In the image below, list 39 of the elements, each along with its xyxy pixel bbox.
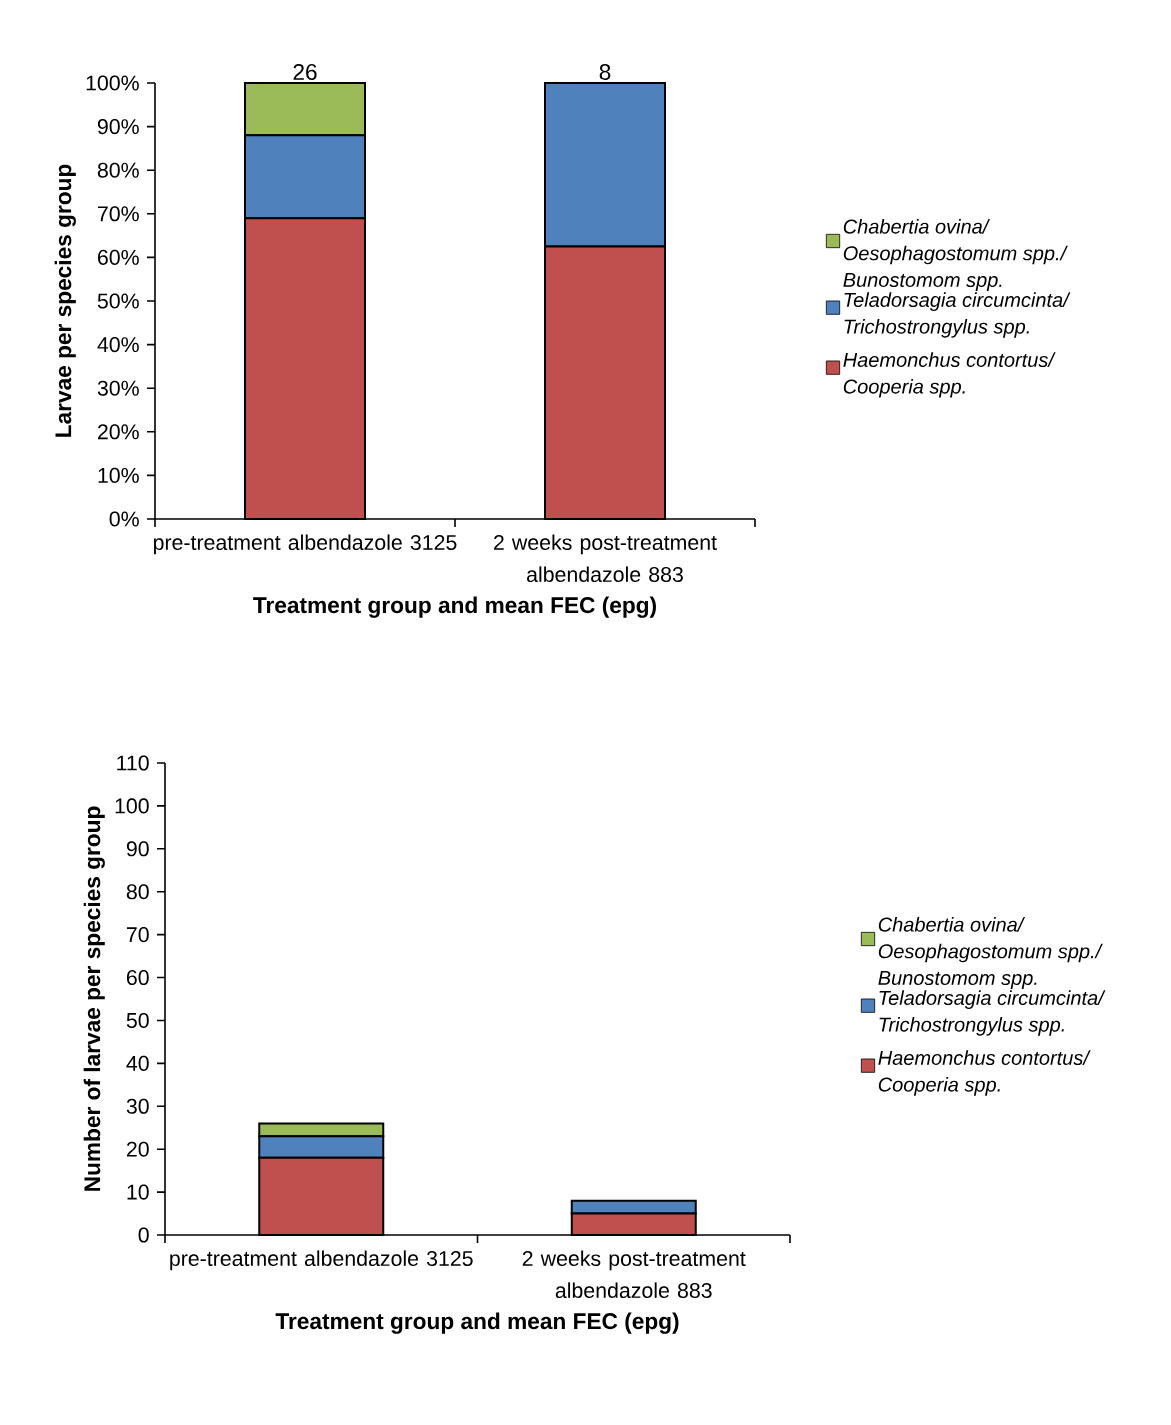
x-axis-title: Treatment group and mean FEC (epg)	[275, 1312, 679, 1334]
legend-label: Chabertia ovina/ Oesophagostomum spp./ Bunostomom spp.	[878, 917, 1103, 989]
legend-label: Haemonchus contortus/ Cooperia spp.	[878, 1050, 1091, 1096]
y-tick-label: 100	[115, 798, 149, 814]
y-tick-label: 40	[126, 1055, 149, 1071]
y-tick-label: 60%	[97, 249, 139, 265]
x-tick-label: pre-treatment albendazole 3125	[153, 534, 457, 555]
text: 26	[293, 64, 317, 81]
y-tick-label: 0	[138, 1227, 149, 1243]
y-tick-label: 80	[126, 884, 149, 900]
y-tick-label: 40%	[97, 337, 139, 353]
y-tick-label: 50%	[97, 293, 139, 309]
legend-label: Haemonchus contortus/ Cooperia spp.	[843, 352, 1056, 398]
y-tick-label: 10	[127, 1184, 149, 1200]
y-tick-label: 50	[126, 1012, 149, 1029]
y-tick-label: 100%	[86, 75, 139, 91]
y-tick-label: 70%	[97, 206, 139, 222]
y-tick-label: 90	[126, 841, 149, 857]
x-tick-label: 2 weeks post-treatment albendazole 883	[522, 1250, 746, 1299]
y-axis-title: Number of larvae per species group	[83, 806, 105, 1191]
text: 8	[599, 64, 611, 81]
x-tick-label: pre-treatment albendazole 3125	[170, 1250, 473, 1271]
y-tick-label: 10%	[98, 467, 139, 483]
y-tick-label: 60	[126, 970, 149, 986]
y-tick-label: 20%	[97, 424, 139, 440]
x-axis-title: Treatment group and mean FEC (epg)	[253, 596, 656, 618]
y-tick-label: 110	[117, 755, 149, 771]
y-tick-label: 30%	[97, 380, 139, 396]
y-tick-label: 90%	[97, 119, 139, 135]
y-tick-label: 70	[126, 927, 149, 943]
legend-label: Teladorsagia circumcinta/ Trichostrongylus spp.	[879, 990, 1106, 1036]
y-tick-label: 20	[126, 1141, 149, 1157]
y-tick-label: 30	[126, 1098, 149, 1114]
y-tick-label: 0%	[109, 511, 139, 527]
y-axis-title: Larvae per species group	[54, 164, 76, 437]
legend-label: Chabertia ovina/ Oesophagostomum spp./ Bunostomom spp.	[843, 219, 1068, 291]
x-tick-label: 2 weeks post-treatment albendazole 883	[493, 534, 717, 583]
legend-label: Teladorsagia circumcinta/ Trichostrongylus spp.	[844, 292, 1071, 338]
y-tick-label: 80%	[97, 162, 139, 178]
